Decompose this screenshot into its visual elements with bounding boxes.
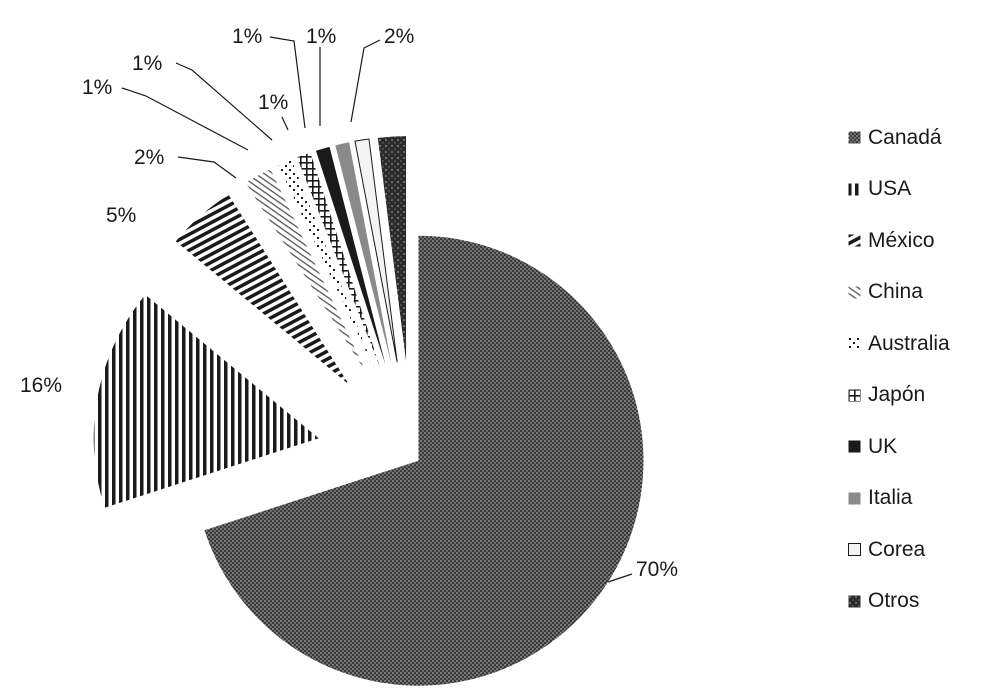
legend-swatch-mexico <box>848 234 861 247</box>
legend-label-canada: Canadá <box>868 125 942 149</box>
legend-label-australia: Australia <box>868 331 950 355</box>
legend-label-otros: Otros <box>868 589 920 613</box>
legend-item-corea: Corea <box>848 524 950 576</box>
legend-label-japon: Japón <box>868 383 926 407</box>
legend-item-uk: UK <box>848 421 950 473</box>
pie-slice-corea <box>354 138 398 363</box>
leader-line-otros <box>350 39 381 123</box>
legend-label-usa: USA <box>868 177 912 201</box>
pct-label-japon: 1% <box>132 52 162 75</box>
leader-line-australia <box>121 87 249 151</box>
legend-item-china: China <box>848 267 950 319</box>
pie-slice-canada <box>204 235 644 686</box>
legend-swatch-japon <box>848 389 861 402</box>
legend-item-canada: Canadá <box>848 112 950 164</box>
legend-swatch-uk <box>848 440 861 453</box>
pie-slice-otros <box>377 136 407 362</box>
leader-line-italia <box>269 36 306 129</box>
legend-swatch-china <box>848 286 861 299</box>
legend-label-italia: Italia <box>868 486 913 510</box>
legend-item-australia: Australia <box>848 318 950 370</box>
legend-item-mexico: México <box>848 215 950 267</box>
percentage-labels: 70% 16% 5% 2% 1% 1% 1% 1% 1% 2% <box>20 25 678 581</box>
legend: Canadá USA México China Australia Japón UK Ital… <box>848 112 950 627</box>
pct-label-italia: 1% <box>232 25 262 48</box>
pct-label-corea: 1% <box>306 25 336 48</box>
legend-swatch-canada <box>848 131 861 144</box>
legend-label-uk: UK <box>868 434 898 458</box>
pie-slice-italia <box>335 142 392 364</box>
pie-slice-uk <box>315 146 386 365</box>
pie-slice-japon <box>296 152 380 367</box>
leader-line-japon <box>175 62 273 141</box>
legend-item-usa: USA <box>848 164 950 216</box>
pie-slices <box>93 136 644 686</box>
pie-slice-australia <box>278 159 375 369</box>
legend-item-japon: Japón <box>848 370 950 422</box>
legend-swatch-italia <box>848 492 861 505</box>
pct-label-usa: 16% <box>20 374 62 397</box>
legend-swatch-usa <box>848 183 861 196</box>
pct-label-australia: 1% <box>82 76 112 99</box>
leader-lines <box>121 36 633 583</box>
legend-swatch-australia <box>848 337 861 350</box>
pct-label-otros: 2% <box>384 25 414 48</box>
leader-line-canada <box>607 573 633 583</box>
pie-slice-mexico <box>175 194 350 385</box>
legend-label-mexico: México <box>868 228 935 252</box>
legend-swatch-corea <box>848 543 861 557</box>
pie-slice-china <box>245 169 367 373</box>
pct-label-uk: 1% <box>258 91 288 114</box>
pct-label-mexico: 5% <box>106 204 136 227</box>
legend-item-otros: Otros <box>848 576 950 628</box>
legend-item-italia: Italia <box>848 473 950 525</box>
legend-label-china: China <box>868 280 923 304</box>
leader-line-uk <box>281 116 289 131</box>
leader-line-china <box>177 156 237 179</box>
pct-label-china: 2% <box>134 146 164 169</box>
legend-label-corea: Corea <box>868 537 926 561</box>
pie-slice-usa <box>93 294 319 508</box>
pct-label-canada: 70% <box>636 558 678 581</box>
legend-swatch-otros <box>848 595 861 608</box>
